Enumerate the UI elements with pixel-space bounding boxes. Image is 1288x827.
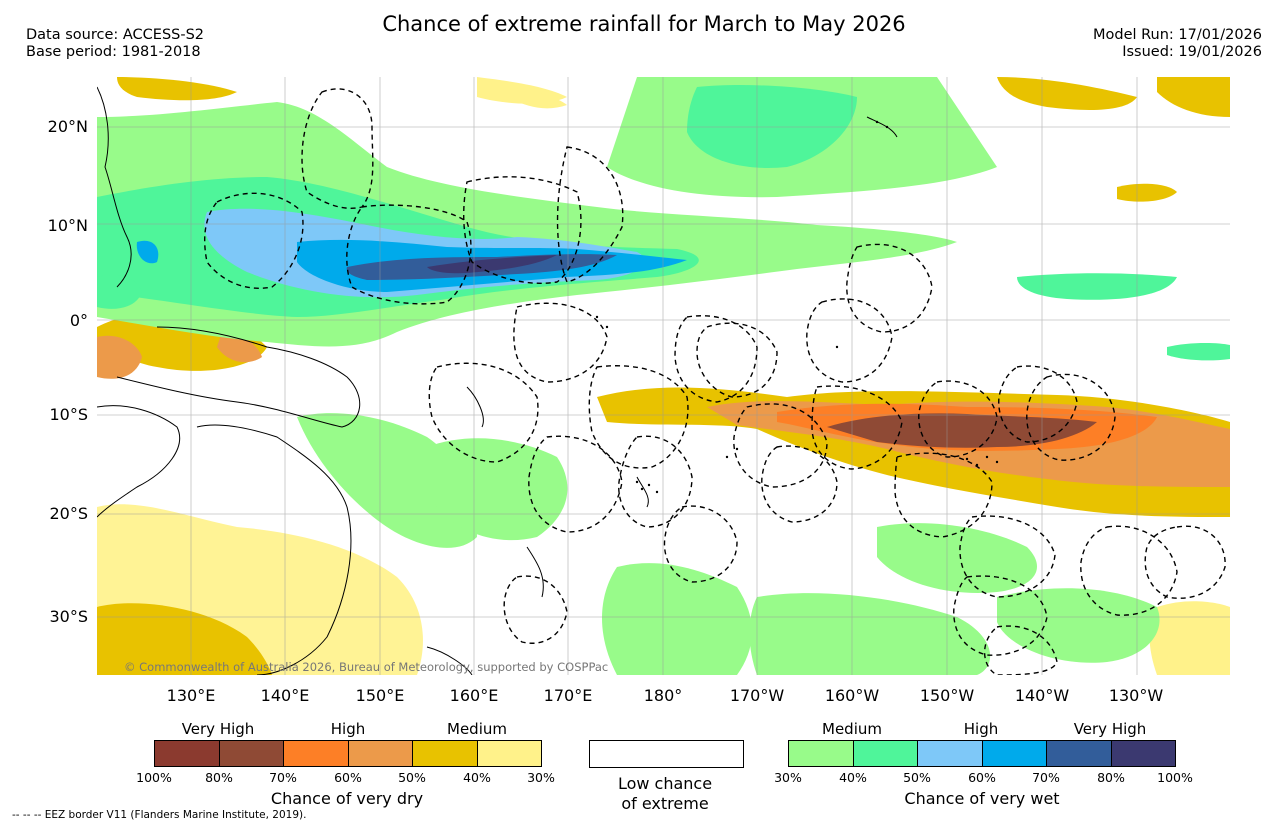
legend-dry-tick: 70% (269, 770, 297, 785)
legend-wet-swatch (852, 740, 918, 767)
map-title: Chance of extreme rainfall for March to … (382, 12, 906, 36)
legend-dry-heading-very-high: Very High (181, 720, 255, 738)
lon-label-150w: 150°W (919, 686, 975, 705)
lon-label-180: 180° (643, 686, 683, 705)
base-period: Base period: 1981-2018 (26, 44, 201, 60)
legend-dry-swatch (477, 740, 542, 767)
legend-wet-tick: 60% (968, 770, 996, 785)
dry-regions (97, 77, 1230, 675)
lon-label-170e: 170°E (543, 686, 593, 705)
legend-dry-tick: 60% (334, 770, 362, 785)
legend-dry-tick: 100% (136, 770, 172, 785)
legend-dry-swatch (154, 740, 219, 767)
legend-wet-swatch (788, 740, 853, 767)
legend-wet-tick: 100% (1157, 770, 1193, 785)
lon-label-160w: 160°W (824, 686, 880, 705)
legend-wet-tick: 40% (839, 770, 867, 785)
legend-dry-swatch (218, 740, 284, 767)
legend-wet-tick: 80% (1097, 770, 1125, 785)
legend-wet-heading-very-high: Very High (1073, 720, 1147, 738)
legend-wet-swatch (917, 740, 982, 767)
legend-dry-caption: Chance of very dry (270, 789, 424, 808)
copyright-notice: © Commonwealth of Australia 2026, Bureau… (124, 660, 609, 674)
legend-low-chance-swatch (589, 740, 744, 768)
legend-dry-tick: 30% (527, 770, 555, 785)
header-right: Model Run: 17/01/2026 Issued: 19/01/2026 (1093, 27, 1262, 61)
legend-dry-swatch (283, 740, 348, 767)
legend-wet-tick: 30% (774, 770, 802, 785)
issued-date: Issued: 19/01/2026 (1122, 44, 1262, 60)
data-source: Data source: ACCESS-S2 (26, 27, 205, 43)
legend-wet-tick: 70% (1032, 770, 1060, 785)
eez-borders (204, 88, 1226, 675)
lon-label-140e: 140°E (260, 686, 310, 705)
lat-label-20s: 20°S (49, 504, 88, 523)
lon-label-130w: 130°W (1108, 686, 1164, 705)
legend-wet-swatch (981, 740, 1047, 767)
eez-footnote: -- -- -- EEZ border V11 (Flanders Marine… (12, 809, 307, 821)
lat-label-10n: 10°N (47, 216, 88, 235)
lon-label-150e: 150°E (355, 686, 405, 705)
lat-label-20n: 20°N (47, 117, 88, 136)
lon-label-160e: 160°E (449, 686, 499, 705)
legend-dry-heading-high: High (330, 720, 366, 738)
legend-wet-caption: Chance of very wet (904, 789, 1060, 808)
lon-label-140w: 140°W (1014, 686, 1070, 705)
legend-wet-swatch (1046, 740, 1111, 767)
legend-dry-tick: 40% (463, 770, 491, 785)
island-clusters (595, 120, 999, 494)
legend-wet-heading-medium: Medium (822, 720, 882, 738)
lon-label-170w: 170°W (729, 686, 785, 705)
legend-dry-swatch (412, 740, 477, 767)
legend-low-chance-line2: of extreme (621, 794, 709, 813)
legend-dry-swatch (347, 740, 413, 767)
legend-dry-tick: 80% (205, 770, 233, 785)
legend-wet-tick: 50% (903, 770, 931, 785)
legend-low-chance-caption: Low chance of extreme (565, 774, 765, 814)
legend-dry-heading-medium: Medium (447, 720, 507, 738)
lat-label-30s: 30°S (49, 607, 88, 626)
graticule (97, 77, 1230, 675)
legend-wet-heading-high: High (963, 720, 999, 738)
model-run: Model Run: 17/01/2026 (1092, 27, 1262, 43)
legend-wet-swatch (1111, 740, 1176, 767)
lat-label-10s: 10°S (49, 405, 88, 424)
lat-label-eq: 0° (69, 311, 88, 330)
rainfall-map (97, 77, 1230, 675)
legend-dry-tick: 50% (398, 770, 426, 785)
lon-label-130e: 130°E (166, 686, 216, 705)
coastlines (97, 86, 898, 675)
header-left: Data source: ACCESS-S2 Base period: 1981… (26, 27, 204, 61)
legend-low-chance-line1: Low chance (617, 774, 713, 793)
